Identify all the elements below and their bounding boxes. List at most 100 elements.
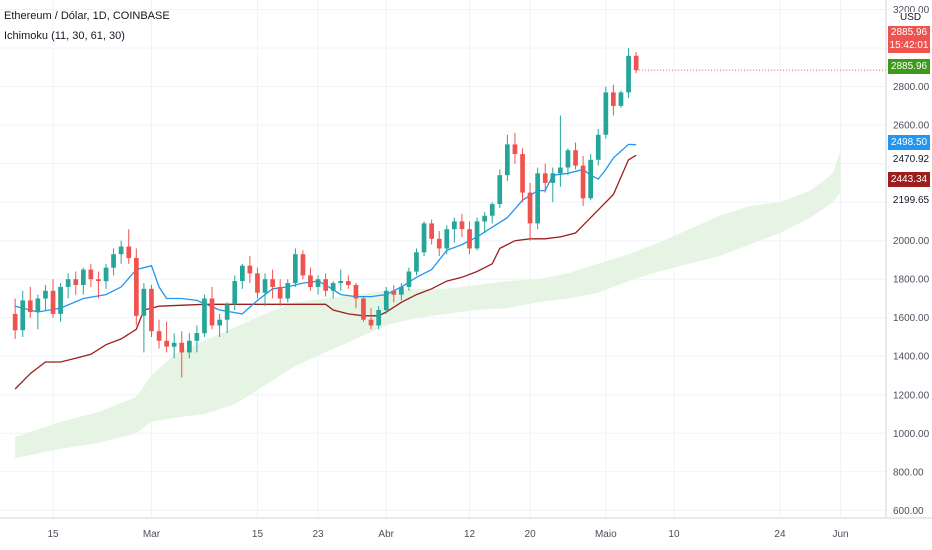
candle [626,48,631,99]
candle [118,240,124,264]
candle [452,217,457,243]
candle [323,273,328,297]
candle-body [421,223,427,253]
candle [285,279,291,303]
price-tick-label: 1800.00 [893,275,930,286]
candle [550,167,556,203]
candle-body [459,221,465,230]
candle-body [489,204,495,216]
candle-body [277,286,283,299]
candle-body [368,319,374,326]
candle [202,294,207,337]
last-close-tag: 2885.96 [888,59,930,74]
candle-body [573,150,578,166]
candle [149,284,154,337]
price-tick-label: 2000.00 [893,236,930,247]
time-tick-label: 15 [47,529,59,540]
price-tick-label: 2600.00 [893,121,930,132]
candle [588,154,593,201]
candle-body [346,281,351,285]
candle-body [27,300,33,312]
indicator-legend[interactable]: Ichimoku (11, 30, 61, 30) [4,30,125,42]
candle [224,302,230,334]
candle-body [505,144,510,176]
base-line-tag: 2443.34 [888,172,930,187]
candle-body [444,229,450,249]
candle-body [595,134,601,160]
candle [429,219,434,245]
candle-body [179,342,185,353]
candle [88,263,94,287]
candle-body [414,252,419,272]
candle [603,86,609,139]
candle [330,281,336,299]
candle-body [187,340,192,353]
price-tick-label: 800.00 [893,467,924,478]
candle-body [126,246,132,259]
candle-body [391,290,397,295]
candle-body [209,298,215,326]
candle-body [270,279,275,287]
candle-body [293,254,298,284]
candle [27,286,33,318]
candle [240,263,245,289]
candle [444,225,450,255]
symbol-title[interactable]: Ethereum / Dólar, 1D, COINBASE [4,10,170,22]
candle-body [43,290,48,299]
price-tick-label: 2800.00 [893,82,930,93]
candle [459,213,465,237]
candle-body [58,286,63,314]
candle [353,283,359,309]
level-price-label: 2199.65 [890,194,932,208]
candle [565,148,571,176]
ichimoku-cloud [15,150,841,459]
candle-countdown: 15:42:01 [889,40,929,51]
candle [141,283,147,353]
candle-body [588,159,593,199]
candle [247,256,253,284]
candle [293,248,298,287]
candle [580,155,586,207]
price-axis[interactable]: 600.00 800.00 1000.00 1200.00 1400.00 1600.00… [893,5,930,517]
candle [65,273,71,299]
candle [368,308,374,330]
candle-body [558,167,563,174]
candle-body [611,92,616,106]
candle-body [149,288,154,332]
candle [111,248,116,276]
candle-body [308,275,313,287]
candle [497,169,503,208]
candle-body [240,265,245,282]
time-tick-label: 12 [464,529,476,540]
candle [35,294,41,330]
candle-body [164,340,169,347]
candle [134,248,139,326]
candle-body [141,288,147,316]
candle-body [171,342,177,347]
candle-body [50,290,56,314]
candle [474,217,480,251]
candle-body [323,279,328,291]
candle-body [96,279,101,282]
candle-body [262,279,268,293]
candle-body [399,286,404,295]
candle-body [482,215,487,222]
currency-label[interactable]: USD [900,12,922,23]
candle [103,263,109,289]
candle [383,286,389,314]
candle-body [247,265,253,274]
candle [436,231,442,257]
candle [58,283,63,322]
time-tick-label: 20 [525,529,537,540]
candle-body [436,238,442,249]
time-tick-label: 15 [252,529,264,540]
candle-body [527,192,533,224]
time-axis[interactable]: 15 Mar 15 23 Abr 12 20 Maio 10 24 Jun [47,529,848,540]
candle-body [383,290,389,311]
candle [467,221,472,255]
candle [399,283,404,301]
candle [527,182,533,241]
candle [20,290,26,337]
